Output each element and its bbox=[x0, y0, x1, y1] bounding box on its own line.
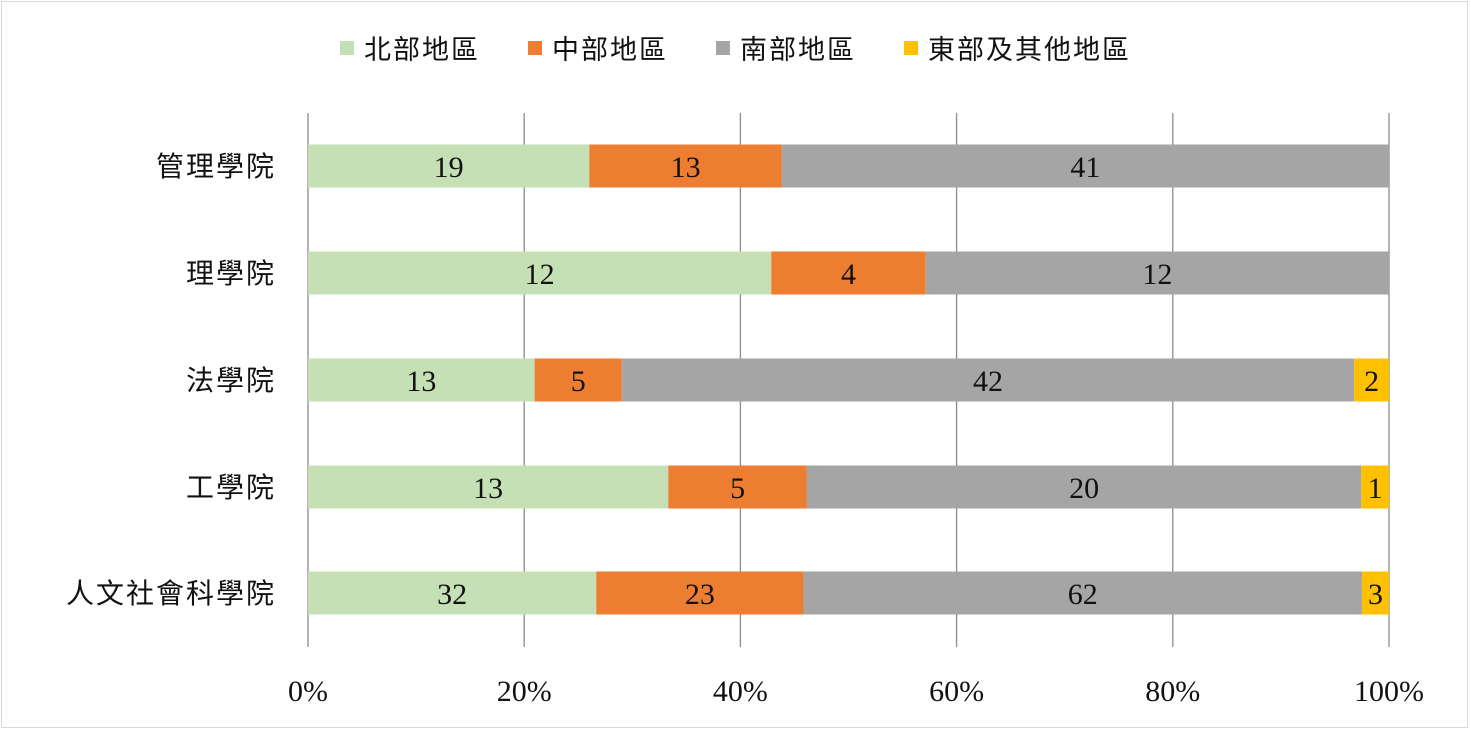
data-label-4-1: 23 bbox=[685, 578, 715, 611]
data-label-2-3: 2 bbox=[1364, 365, 1379, 398]
bar-segment-3-1 bbox=[668, 465, 807, 509]
bar-segment-2-2 bbox=[621, 358, 1355, 402]
legend-item-north: 北部地區 bbox=[340, 28, 480, 67]
category-label-4: 人文社會科學院 bbox=[66, 577, 276, 610]
data-label-4-3: 3 bbox=[1368, 578, 1383, 611]
bar-segment-4-3 bbox=[1361, 571, 1389, 615]
bar-segment-0-1 bbox=[589, 144, 782, 188]
data-label-1-0: 12 bbox=[525, 258, 555, 291]
legend-swatch-central bbox=[528, 40, 542, 55]
legend-swatch-north bbox=[340, 40, 354, 55]
legend-swatch-east-other bbox=[904, 40, 918, 55]
data-label-1-1: 4 bbox=[841, 258, 856, 291]
bar-segment-3-3 bbox=[1361, 465, 1389, 509]
x-tick-label-1: 20% bbox=[497, 675, 552, 708]
legend-item-central: 中部地區 bbox=[528, 28, 668, 67]
category-label-1: 理學院 bbox=[186, 257, 276, 290]
bar-segment-2-3 bbox=[1354, 358, 1389, 402]
bar-segment-3-0 bbox=[308, 465, 669, 509]
x-tick-label-5: 100% bbox=[1354, 675, 1424, 708]
x-tick-label-2: 40% bbox=[713, 675, 768, 708]
data-label-4-2: 62 bbox=[1068, 578, 1098, 611]
legend-label-south: 南部地區 bbox=[740, 35, 856, 66]
data-label-3-0: 13 bbox=[473, 472, 503, 505]
legend-item-east-other: 東部及其他地區 bbox=[904, 28, 1131, 67]
x-tick-label-0: 0% bbox=[288, 675, 328, 708]
legend-label-east-other: 東部及其他地區 bbox=[928, 35, 1131, 66]
data-label-2-1: 5 bbox=[571, 365, 586, 398]
bar-segment-0-0 bbox=[308, 144, 590, 188]
data-label-2-2: 42 bbox=[973, 365, 1003, 398]
legend-label-central: 中部地區 bbox=[552, 35, 668, 66]
data-label-2-0: 13 bbox=[406, 365, 436, 398]
bar-segment-1-2 bbox=[925, 251, 1389, 295]
data-label-1-2: 12 bbox=[1142, 258, 1172, 291]
bar-segment-3-2 bbox=[806, 465, 1362, 509]
x-tick-label-3: 60% bbox=[929, 675, 984, 708]
data-label-4-0: 32 bbox=[437, 578, 467, 611]
category-label-3: 工學院 bbox=[186, 471, 276, 504]
bar-segment-4-0 bbox=[308, 571, 597, 615]
data-label-3-1: 5 bbox=[730, 472, 745, 505]
bar-segment-2-1 bbox=[534, 358, 622, 402]
data-label-3-3: 1 bbox=[1368, 472, 1383, 505]
data-label-3-2: 20 bbox=[1069, 472, 1099, 505]
legend: 北部地區 中部地區 南部地區 東部及其他地區 bbox=[2, 28, 1469, 67]
data-label-0-0: 19 bbox=[434, 151, 464, 184]
legend-label-north: 北部地區 bbox=[364, 35, 480, 66]
category-label-0: 管理學院 bbox=[156, 150, 276, 183]
bar-segment-4-1 bbox=[596, 571, 804, 615]
category-label-2: 法學院 bbox=[186, 364, 276, 397]
bar-segment-2-0 bbox=[308, 358, 535, 402]
bar-segment-1-1 bbox=[771, 251, 926, 295]
bar-segment-4-2 bbox=[803, 571, 1362, 615]
data-label-0-1: 13 bbox=[671, 151, 701, 184]
legend-item-south: 南部地區 bbox=[716, 28, 856, 67]
legend-swatch-south bbox=[716, 40, 730, 55]
bar-segment-0-2 bbox=[781, 144, 1389, 188]
bar-segment-1-0 bbox=[308, 251, 772, 295]
x-tick-label-4: 80% bbox=[1145, 675, 1200, 708]
data-label-0-2: 41 bbox=[1070, 151, 1100, 184]
